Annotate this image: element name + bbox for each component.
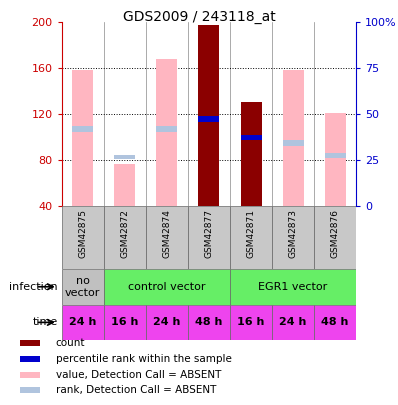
Bar	[325, 113, 346, 206]
Bar	[240, 135, 261, 141]
Text: infection: infection	[9, 282, 58, 292]
Bar	[20, 372, 40, 378]
Bar	[72, 126, 93, 132]
Text: 48 h: 48 h	[195, 318, 222, 327]
Bar	[199, 26, 219, 206]
Text: GSM42872: GSM42872	[120, 209, 129, 258]
Bar	[188, 206, 230, 269]
Bar	[156, 126, 178, 132]
Bar	[20, 387, 40, 394]
Text: count: count	[56, 338, 85, 348]
Bar	[283, 141, 304, 146]
Bar	[146, 305, 188, 340]
Bar	[62, 269, 104, 305]
Bar	[62, 305, 104, 340]
Bar	[272, 206, 314, 269]
Bar	[72, 70, 93, 206]
Text: GSM42871: GSM42871	[246, 209, 256, 258]
Bar	[230, 305, 272, 340]
Bar	[104, 305, 146, 340]
Text: 24 h: 24 h	[153, 318, 181, 327]
Bar	[20, 356, 40, 362]
Bar	[104, 269, 230, 305]
Text: percentile rank within the sample: percentile rank within the sample	[56, 354, 232, 364]
Bar	[104, 206, 146, 269]
Text: time: time	[33, 318, 58, 327]
Text: no
vector: no vector	[65, 276, 100, 298]
Bar	[325, 153, 346, 158]
Text: 24 h: 24 h	[279, 318, 307, 327]
Text: GSM42873: GSM42873	[289, 209, 298, 258]
Text: rank, Detection Call = ABSENT: rank, Detection Call = ABSENT	[56, 386, 216, 395]
Bar	[230, 269, 356, 305]
Text: value, Detection Call = ABSENT: value, Detection Call = ABSENT	[56, 370, 221, 380]
Bar	[146, 206, 188, 269]
Text: GSM42875: GSM42875	[78, 209, 87, 258]
Bar	[230, 206, 272, 269]
Text: 16 h: 16 h	[111, 318, 139, 327]
Bar	[114, 156, 135, 159]
Bar	[240, 102, 261, 206]
Bar	[188, 305, 230, 340]
Bar	[114, 164, 135, 206]
Text: EGR1 vector: EGR1 vector	[258, 282, 328, 292]
Text: 48 h: 48 h	[322, 318, 349, 327]
Bar	[314, 305, 356, 340]
Text: GDS2009 / 243118_at: GDS2009 / 243118_at	[123, 10, 275, 24]
Bar	[283, 70, 304, 206]
Text: 24 h: 24 h	[69, 318, 96, 327]
Bar	[156, 59, 178, 206]
Bar	[314, 206, 356, 269]
Text: GSM42877: GSM42877	[205, 209, 213, 258]
Text: GSM42876: GSM42876	[331, 209, 339, 258]
Bar	[20, 340, 40, 346]
Text: control vector: control vector	[128, 282, 206, 292]
Bar	[272, 305, 314, 340]
Text: GSM42874: GSM42874	[162, 209, 172, 258]
Text: 16 h: 16 h	[237, 318, 265, 327]
Bar	[199, 116, 219, 122]
Bar	[62, 206, 104, 269]
